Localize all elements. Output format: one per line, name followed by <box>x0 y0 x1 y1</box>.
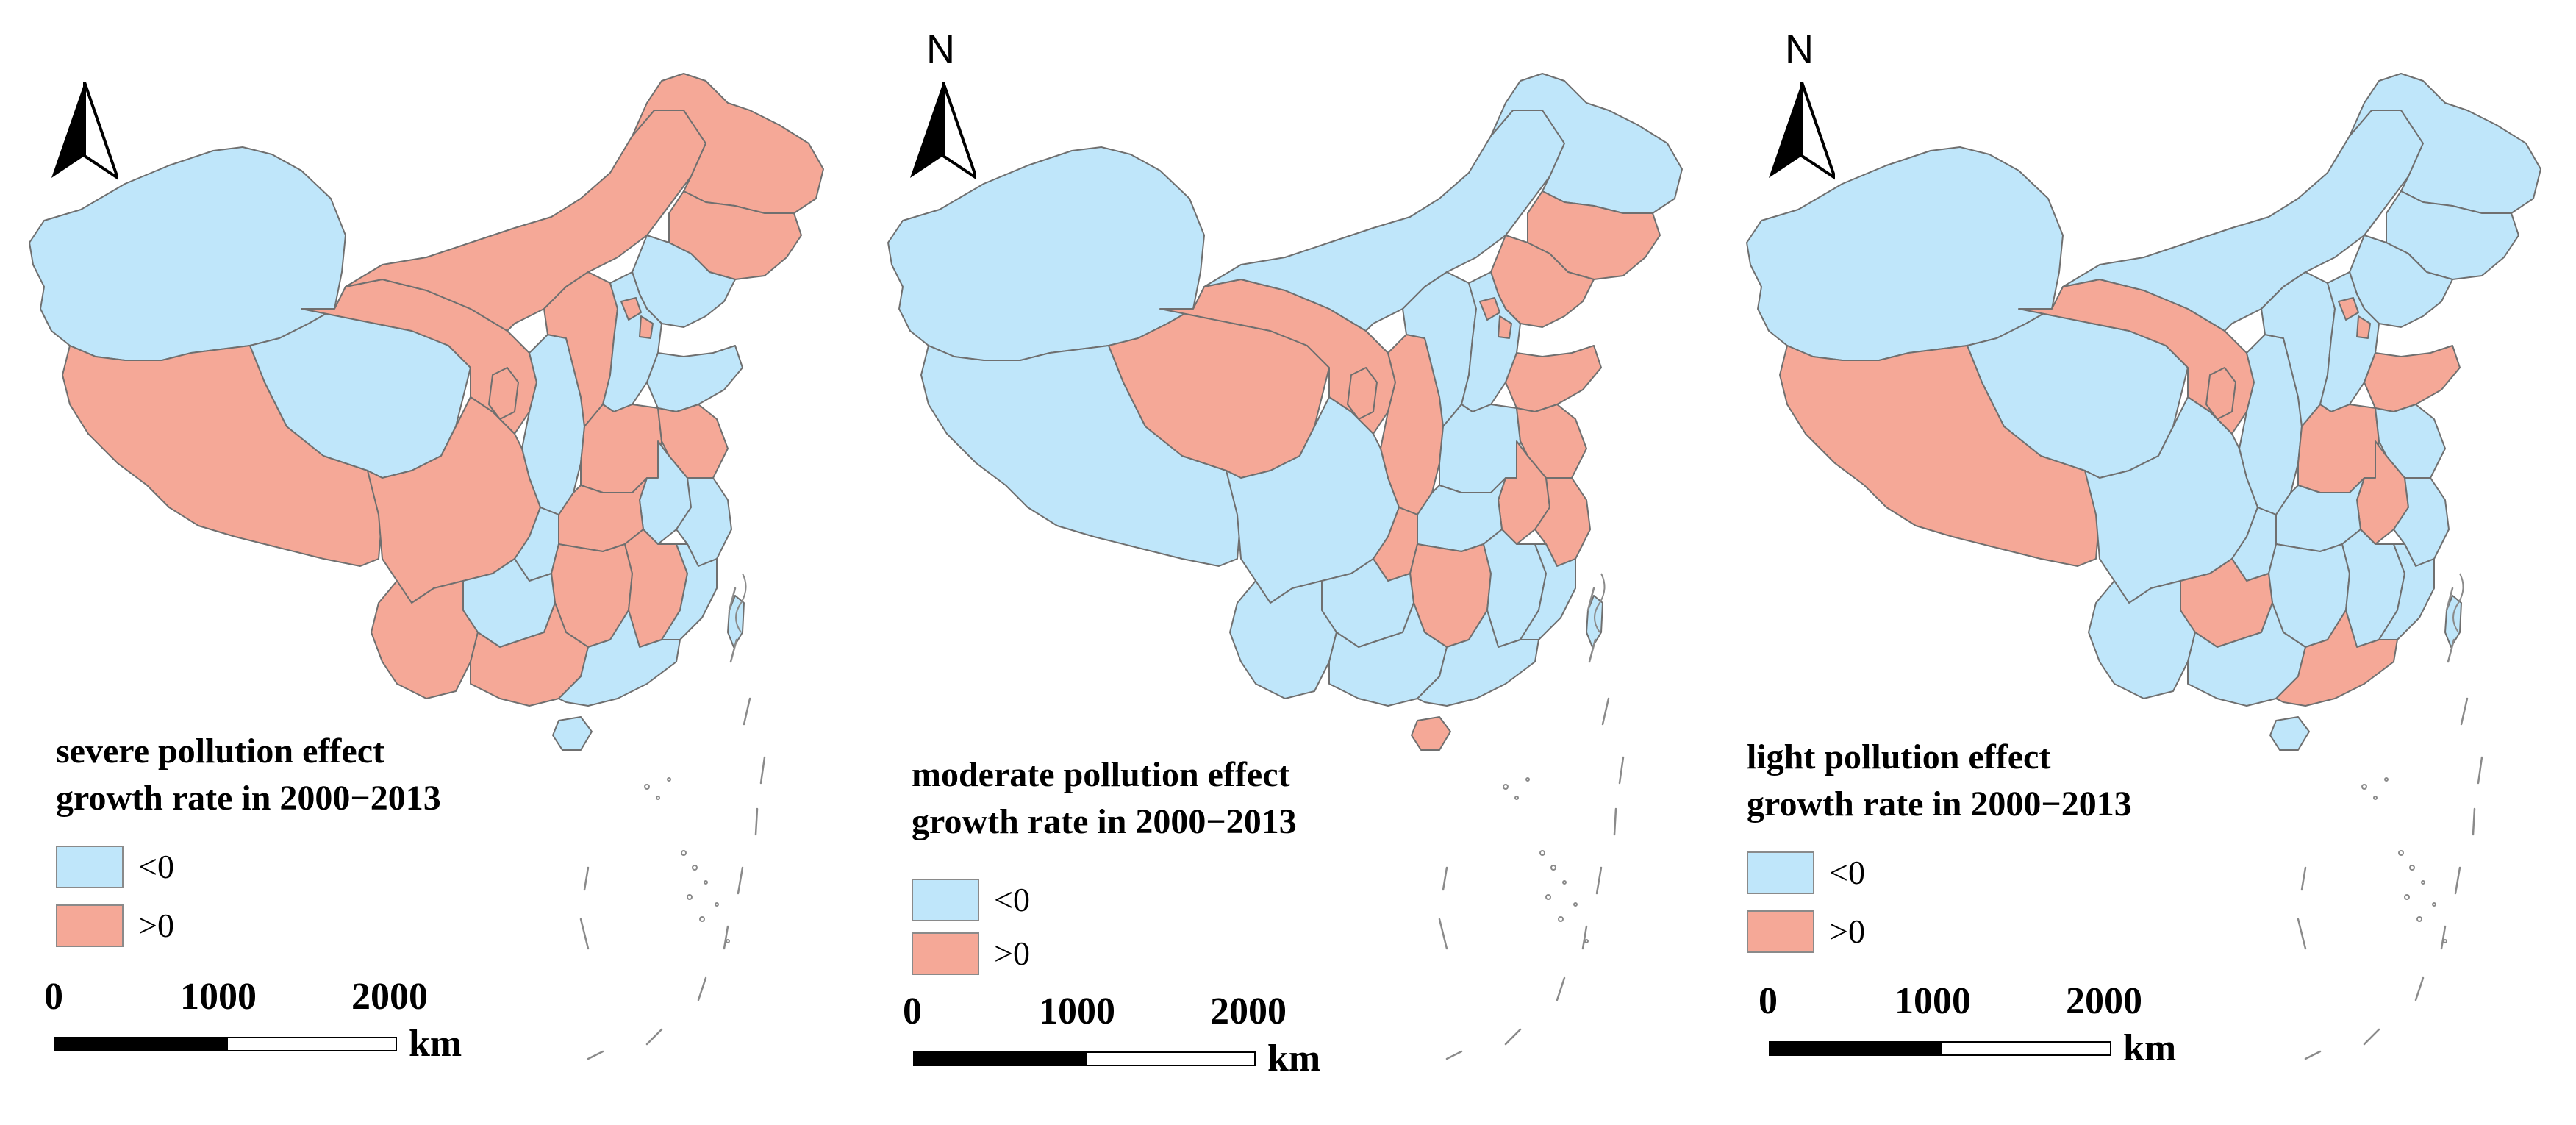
north-arrow-icon <box>1769 82 1835 180</box>
scale-segment-white <box>1941 1041 2111 1056</box>
province-shandong <box>646 345 743 413</box>
scale-tick-2000: 2000 <box>2066 980 2142 1022</box>
map-panel-light: N light pollution effect growth rate in … <box>1717 0 2576 1125</box>
scale-tick-2000: 2000 <box>351 976 428 1018</box>
scale-bar: 0 1000 2000 km <box>1759 982 2214 1078</box>
scale-segment-white <box>226 1037 397 1051</box>
province-shandong <box>2364 345 2461 413</box>
province-tibet <box>62 345 383 567</box>
province-fujian <box>1520 543 1576 640</box>
legend-swatch-positive <box>56 904 124 947</box>
china-province-map <box>29 73 824 1060</box>
province-yunnan <box>2088 580 2196 699</box>
province-ningxia <box>1347 367 1378 420</box>
province-hebei <box>602 271 662 413</box>
province-heilongjiang <box>1490 73 1683 214</box>
province-yunnan <box>371 580 479 699</box>
scale-unit: km <box>1267 1038 1321 1079</box>
legend-label-positive: >0 <box>138 907 174 944</box>
province-hainan <box>552 716 593 751</box>
legend-label-negative: <0 <box>994 881 1030 918</box>
legend-label-positive: >0 <box>1829 913 1865 950</box>
north-arrow-icon <box>910 82 976 180</box>
province-fujian <box>661 543 718 640</box>
legend-swatch-positive <box>1747 910 1814 953</box>
scale-tick-1000: 1000 <box>1039 990 1115 1032</box>
legend-title: light pollution effect growth rate in 20… <box>1747 738 2132 824</box>
map-panel-severe: severe pollution effect growth rate in 2… <box>0 0 859 1125</box>
province-beijing <box>2338 297 2359 321</box>
scale-segment-black <box>913 1051 1087 1066</box>
province-hebei <box>1461 271 1521 413</box>
legend-swatch-negative <box>912 879 979 921</box>
south-china-sea-dashes <box>2297 573 2483 1060</box>
legend-label-negative: <0 <box>1829 854 1865 891</box>
province-yunnan <box>1229 580 1337 699</box>
scale-tick-2000: 2000 <box>1210 990 1287 1032</box>
scale-tick-1000: 1000 <box>180 976 257 1018</box>
scale-tick-0: 0 <box>44 976 63 1018</box>
legend-swatch-negative <box>56 846 124 888</box>
china-province-map <box>1746 73 2541 1060</box>
legend-title: severe pollution effect growth rate in 2… <box>56 732 441 818</box>
province-guangdong <box>2275 610 2398 707</box>
scale-bar: 0 1000 2000 km <box>44 978 500 1074</box>
province-heilongjiang <box>632 73 824 214</box>
province-ningxia <box>488 367 519 420</box>
map-panel-moderate: N moderate pollution effect growth rate … <box>859 0 1717 1125</box>
legend-swatch-positive <box>912 932 979 975</box>
south-china-sea-dashes <box>579 573 766 1060</box>
province-tianjin <box>2356 315 2371 339</box>
scale-unit: km <box>409 1023 462 1065</box>
province-hainan <box>1411 716 1451 751</box>
china-province-map <box>887 73 1683 1060</box>
province-hebei <box>2319 271 2380 413</box>
north-label: N <box>926 27 955 71</box>
province-beijing <box>620 297 642 321</box>
province-jiangsu <box>2375 404 2446 479</box>
scale-segment-black <box>1769 1041 1942 1056</box>
province-ningxia <box>2205 367 2236 420</box>
province-heilongjiang <box>2349 73 2541 214</box>
scale-bar: 0 1000 2000 km <box>903 993 1359 1088</box>
province-guangdong <box>558 610 681 707</box>
scale-segment-black <box>54 1037 228 1051</box>
south-china-sea-dashes <box>1438 573 1625 1060</box>
province-shandong <box>1505 345 1602 413</box>
province-fujian <box>2378 543 2435 640</box>
legend-label-positive: >0 <box>994 935 1030 972</box>
scale-tick-0: 0 <box>1759 980 1778 1022</box>
scale-unit: km <box>2123 1027 2177 1069</box>
province-beijing <box>1479 297 1500 321</box>
province-tianjin <box>639 315 654 339</box>
scale-segment-white <box>1085 1051 1256 1066</box>
legend-title: moderate pollution effect growth rate in… <box>912 755 1297 841</box>
legend-label-negative: <0 <box>138 848 174 885</box>
scale-tick-1000: 1000 <box>1895 980 1971 1022</box>
scale-tick-0: 0 <box>903 990 922 1032</box>
province-tibet <box>1779 345 2100 567</box>
province-jiangsu <box>1516 404 1587 479</box>
province-hainan <box>2269 716 2310 751</box>
legend-swatch-negative <box>1747 851 1814 894</box>
province-jiangsu <box>657 404 729 479</box>
province-guangdong <box>1417 610 1539 707</box>
province-tibet <box>920 345 1242 567</box>
north-arrow-icon <box>51 82 118 180</box>
province-tianjin <box>1498 315 1512 339</box>
north-label: N <box>1785 27 1814 71</box>
